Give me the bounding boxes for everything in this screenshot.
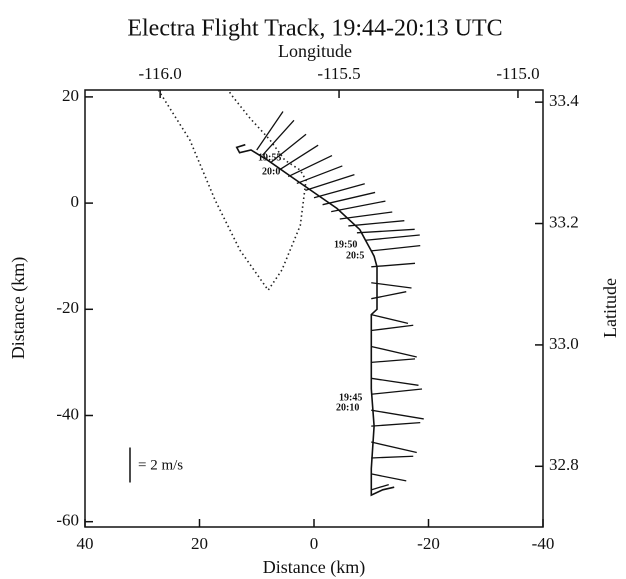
wind-vector <box>371 388 423 395</box>
y-tick-label: -60 <box>56 511 79 530</box>
wind-vector <box>348 220 405 227</box>
wind-vector <box>356 228 415 234</box>
wind-vector <box>371 244 421 252</box>
wind-vector <box>322 191 376 206</box>
wind-vector <box>279 144 319 171</box>
y2-tick-label: 33.4 <box>549 91 579 110</box>
y-tick-label: 20 <box>62 86 79 105</box>
x2-tick-label: -115.5 <box>317 64 360 83</box>
wind-vector <box>339 211 393 220</box>
y2-tick-label: 32.8 <box>549 455 579 474</box>
wind-vector <box>371 409 424 420</box>
scale-label: = 2 m/s <box>138 457 183 473</box>
wind-vector <box>270 133 307 163</box>
boundary-line <box>157 89 307 292</box>
y-tick-label: -20 <box>56 298 79 317</box>
wind-vector <box>305 173 355 191</box>
time-annotation: 19:55 <box>258 152 281 163</box>
y-tick-label: 0 <box>71 192 80 211</box>
wind-vector <box>365 234 420 241</box>
wind-vector <box>371 262 416 268</box>
wind-vector <box>256 111 284 151</box>
time-annotation: 20:10 <box>336 402 359 413</box>
y2-tick-label: 33.0 <box>549 334 579 353</box>
y2-tick-label: 33.2 <box>549 212 579 231</box>
wind-vector <box>371 455 414 459</box>
wind-vector <box>371 291 407 300</box>
time-annotation: 20:0 <box>262 166 280 177</box>
x2-axis-label: Longitude <box>278 41 352 61</box>
wind-vector <box>371 377 419 386</box>
chart-title: Electra Flight Track, 19:44-20:13 UTC <box>127 16 502 42</box>
x2-tick-label: -116.0 <box>139 64 182 83</box>
wind-vector <box>261 119 295 156</box>
wind-vector <box>287 154 333 178</box>
y2-axis-label: Latitude <box>600 278 620 338</box>
wind-vector <box>296 165 343 185</box>
time-annotation: 19:50 <box>334 239 357 250</box>
wind-vector <box>313 183 365 199</box>
wind-vector <box>371 313 409 324</box>
wind-vector <box>371 345 417 358</box>
wind-vector <box>371 358 416 364</box>
wind-vector <box>371 282 412 289</box>
wind-vector <box>371 324 414 332</box>
wind-vector <box>371 441 417 454</box>
x-tick-label: 0 <box>310 534 319 553</box>
x-tick-label: -20 <box>417 534 440 553</box>
wind-vector <box>331 200 386 213</box>
wind-vector <box>371 473 407 482</box>
x-tick-label: 40 <box>77 534 94 553</box>
time-annotation: 20:5 <box>346 250 364 261</box>
x-tick-label: -40 <box>532 534 555 553</box>
x2-tick-label: -115.0 <box>496 64 539 83</box>
flight-track <box>235 143 395 497</box>
wind-vector <box>371 483 389 491</box>
x-tick-label: 20 <box>191 534 208 553</box>
time-annotation: 19:45 <box>339 392 362 403</box>
wind-vector <box>371 421 421 427</box>
y-axis-label: Distance (km) <box>8 257 29 359</box>
x-axis-label: Distance (km) <box>263 557 365 578</box>
y-tick-label: -40 <box>56 404 79 423</box>
